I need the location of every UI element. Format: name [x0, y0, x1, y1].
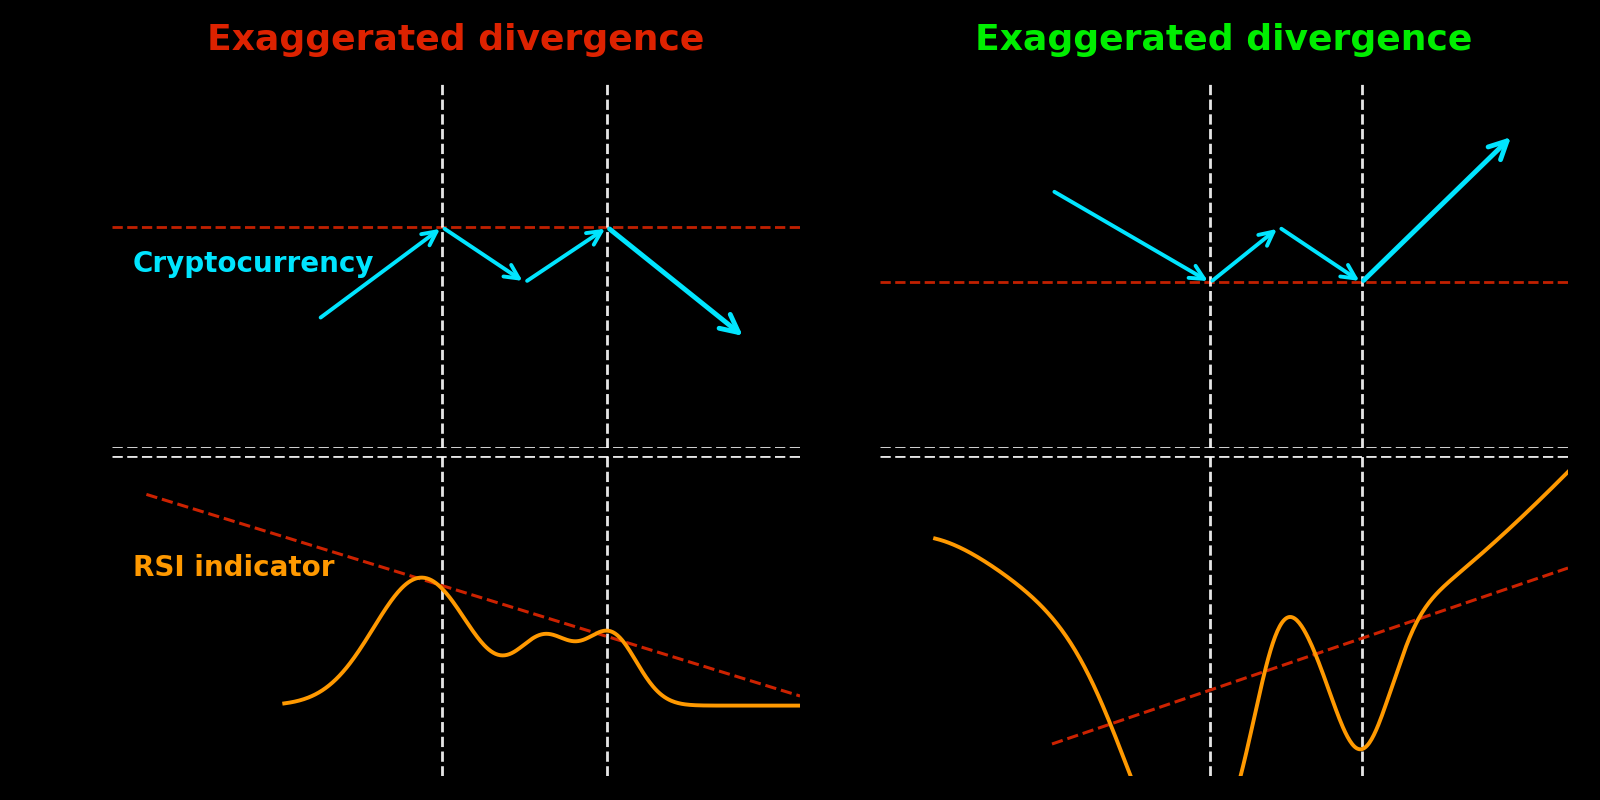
Text: RSI indicator: RSI indicator [133, 554, 334, 582]
Text: Exaggerated divergence: Exaggerated divergence [976, 23, 1472, 57]
Text: Exaggerated divergence: Exaggerated divergence [208, 23, 704, 57]
Text: Cryptocurrency: Cryptocurrency [133, 250, 374, 278]
